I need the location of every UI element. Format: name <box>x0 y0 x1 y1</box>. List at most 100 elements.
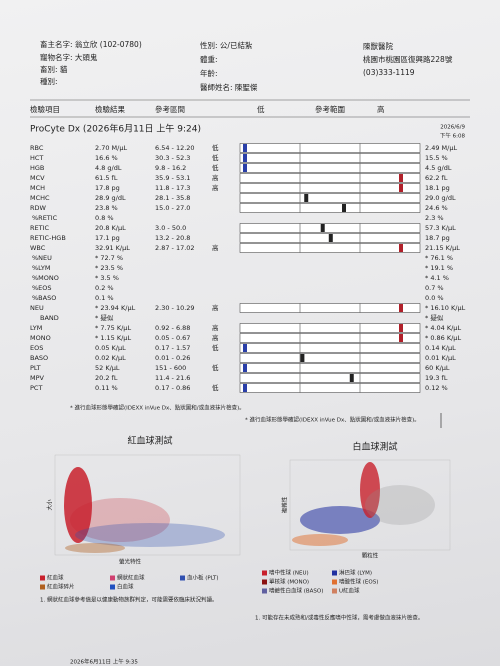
previous-result: * 疑似 <box>425 313 444 322</box>
flag: 低 <box>212 383 219 392</box>
previous-time: 下午 6:08 <box>440 132 466 140</box>
previous-result: 0.0 % <box>425 294 444 302</box>
result: 61.5 fL <box>95 174 118 182</box>
previous-date: 2026/6/9 <box>440 125 465 131</box>
legend-label: 嗜中性球 (NEU) <box>269 569 309 577</box>
axis-label: 螢光特性 <box>119 558 142 566</box>
test-name: MCV <box>30 174 45 182</box>
result: * 1.15 K/μL <box>95 334 131 342</box>
test-name: MONO <box>30 334 51 342</box>
flag: 高 <box>212 173 219 182</box>
legend-label: 紅血球碎片 <box>47 583 75 591</box>
range-bar <box>239 343 421 353</box>
range-bar <box>239 203 421 213</box>
result-marker <box>328 234 333 242</box>
legend-label: 紅血球 <box>47 574 64 582</box>
reference-range: 0.05 - 0.67 <box>155 334 190 342</box>
previous-result: 24.6 % <box>425 204 448 212</box>
clinic: 陳獸醫院 <box>363 41 393 51</box>
legend-label: 白血球 <box>117 583 134 591</box>
result: * 7.75 K/μL <box>95 324 131 332</box>
plot-frame <box>54 454 241 556</box>
col-head: 檢驗結果 <box>95 104 125 114</box>
reference-range: 151 - 600 <box>155 364 186 372</box>
instrument: ProCyte Dx (2026年6月11日 上午 9:24) <box>30 123 201 135</box>
previous-result: 2.3 % <box>425 214 444 222</box>
reference-range: 2.30 - 10.29 <box>155 304 195 312</box>
reference-range: 13.2 - 20.8 <box>155 234 190 242</box>
reference-range: 6.54 - 12.20 <box>155 144 195 152</box>
previous-result: 60 K/μL <box>425 364 450 372</box>
result-marker <box>399 174 403 182</box>
range-bar <box>239 323 421 333</box>
cloud <box>65 543 125 553</box>
range-bar <box>239 373 421 383</box>
result: * 23.94 K/μL <box>95 304 136 312</box>
legend-swatch <box>262 570 267 576</box>
col-head: 參考範圍 <box>315 104 345 114</box>
test-name: MPV <box>30 374 45 382</box>
result: 0.05 K/μL <box>95 344 126 352</box>
range-bar <box>239 223 421 233</box>
result-marker <box>243 144 247 152</box>
previous-result: * 0.86 K/μL <box>425 334 461 342</box>
axis-label: 顆粒性 <box>362 552 379 560</box>
result-marker <box>399 324 403 332</box>
legend-swatch <box>262 579 267 585</box>
reference-range: 9.8 - 16.2 <box>155 164 186 172</box>
reference-range: 0.01 - 0.26 <box>155 354 190 362</box>
reference-range: 3.0 - 50.0 <box>155 224 186 232</box>
test-name: BASO <box>30 354 48 362</box>
result-marker <box>399 334 403 342</box>
result: 0.11 % <box>95 384 118 392</box>
previous-result: 19.3 fL <box>425 374 448 382</box>
test-name: WBC <box>30 244 46 252</box>
result-marker <box>243 164 247 172</box>
reference-range: 11.4 - 21.6 <box>155 374 190 382</box>
previous-result: * 4.1 % <box>425 274 449 282</box>
col-head: 高 <box>377 104 385 114</box>
cloud <box>365 485 435 525</box>
footer: 2026年6月11日 上午 9:35 <box>70 658 138 666</box>
previous-result: 0.14 K/μL <box>425 344 456 352</box>
sex: 性別: 公/已結紮 <box>200 40 253 50</box>
result-marker <box>320 224 325 232</box>
legend-swatch <box>332 570 337 576</box>
range-bar <box>239 303 421 313</box>
result-marker <box>243 364 247 372</box>
flag: 高 <box>212 303 219 312</box>
result: * 72.7 % <box>95 254 123 262</box>
test-name: RBC <box>30 144 44 152</box>
previous-result: 57.3 K/μL <box>425 224 456 232</box>
result-marker <box>349 374 354 382</box>
previous-result: 18.7 pg <box>425 234 450 242</box>
flag: 低 <box>212 343 219 352</box>
plot-note: 1. 可能存在未成熟和/或毒性反應嗜中性球，需考慮做血液抹片檢查。 <box>255 614 423 622</box>
previous-result: 2.49 M/μL <box>425 144 457 152</box>
result-marker <box>304 194 309 202</box>
test-name: RETIC-HGB <box>30 234 66 242</box>
reference-range: 0.92 - 6.88 <box>155 324 190 332</box>
range-bar <box>239 243 421 253</box>
breed: 種別: <box>40 76 58 86</box>
result-marker <box>399 184 403 192</box>
previous-result: 18.1 pg <box>425 184 450 192</box>
test-name: %NEU <box>32 254 52 262</box>
col-head: 參考區間 <box>155 104 185 114</box>
test-name: RDW <box>30 204 47 212</box>
test-name: BAND <box>40 314 59 322</box>
result: 23.8 % <box>95 204 118 212</box>
cloud <box>292 534 348 546</box>
test-name: %BASO <box>32 294 56 302</box>
legend-label: 嗜酸性球 (EOS) <box>339 578 378 586</box>
range-bar <box>239 153 421 163</box>
cloud <box>300 506 380 534</box>
legend-swatch <box>262 588 267 594</box>
legend-swatch <box>110 584 115 590</box>
col-head: 檢驗項目 <box>30 104 60 114</box>
result: 4.8 g/dL <box>95 164 122 172</box>
flag: 高 <box>212 323 219 332</box>
previous-result: 15.5 % <box>425 154 448 162</box>
plot-title: 紅血球測試 <box>127 435 172 447</box>
